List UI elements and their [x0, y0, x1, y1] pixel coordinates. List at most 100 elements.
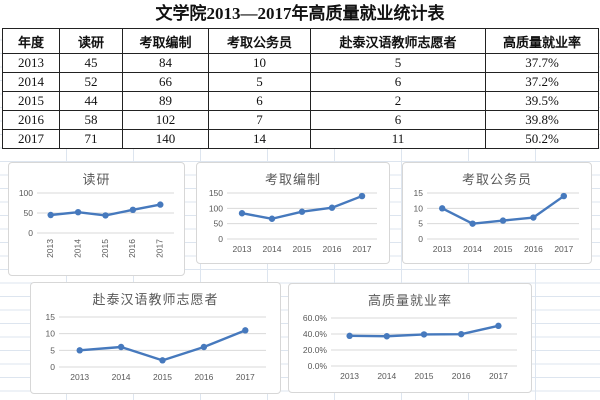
table-cell[interactable]: 44	[59, 91, 123, 111]
chart-canvas: 0 5 10 15 2013 2014 2015 2016 2017	[414, 188, 579, 254]
svg-text:10: 10	[414, 203, 424, 213]
svg-text:150: 150	[209, 188, 223, 198]
svg-text:0: 0	[218, 234, 223, 244]
header-cell[interactable]: 读研	[59, 28, 123, 54]
svg-text:0.0%: 0.0%	[308, 361, 328, 371]
header-cell[interactable]: 年度	[2, 28, 60, 54]
table-cell[interactable]: 10	[208, 53, 311, 73]
svg-text:10: 10	[46, 329, 56, 339]
svg-text:2014: 2014	[377, 371, 396, 381]
table-cell[interactable]: 11	[310, 129, 486, 149]
svg-text:2016: 2016	[323, 244, 342, 254]
table-row: 2014 52 66 5 6 37.2%	[2, 72, 599, 92]
table-cell[interactable]: 5	[208, 72, 311, 92]
svg-text:2017: 2017	[489, 371, 508, 381]
svg-text:2013: 2013	[233, 244, 252, 254]
chart-canvas: 0 50 100 150 2013 2014 2015 2016 2017	[209, 188, 377, 254]
svg-text:2017: 2017	[155, 239, 165, 258]
header-cell[interactable]: 赴泰汉语教师志愿者	[310, 28, 486, 54]
table-cell[interactable]: 140	[122, 129, 209, 149]
svg-text:50: 50	[24, 208, 34, 218]
table-cell[interactable]: 2013	[2, 53, 60, 73]
table-row: 2013 45 84 10 5 37.7%	[2, 53, 599, 73]
table-cell[interactable]: 14	[208, 129, 311, 149]
table-row: 2017 71 140 14 11 50.2%	[2, 129, 599, 149]
svg-text:2017: 2017	[353, 244, 372, 254]
chart-title: 读研	[82, 172, 111, 187]
svg-text:100: 100	[209, 203, 223, 213]
svg-text:2014: 2014	[72, 239, 82, 258]
table-body: 2013 45 84 10 5 37.7% 2014 52 66 5 6 37.2% 2015 44 89 6…	[2, 53, 599, 149]
svg-text:2016: 2016	[194, 372, 213, 382]
table-cell[interactable]: 2016	[2, 110, 60, 130]
svg-text:2017: 2017	[554, 244, 573, 254]
table-cell[interactable]: 37.2%	[485, 72, 599, 92]
svg-text:2015: 2015	[293, 244, 312, 254]
header-cell[interactable]: 高质量就业率	[485, 28, 599, 54]
table-cell[interactable]: 66	[122, 72, 209, 92]
svg-text:20.0%: 20.0%	[303, 345, 328, 355]
table-cell[interactable]: 39.8%	[485, 110, 599, 130]
chart-canvas: 0 5 10 15 2013 2014 2015 2016 2017	[46, 312, 266, 382]
chart-title: 赴泰汉语教师志愿者	[92, 292, 219, 307]
table-cell[interactable]: 58	[59, 110, 123, 130]
chart-title: 考取编制	[264, 172, 321, 187]
header-cell[interactable]: 考取编制	[122, 28, 209, 54]
table-cell[interactable]: 6	[208, 91, 311, 111]
chart-title: 高质量就业率	[367, 293, 452, 308]
svg-text:2014: 2014	[263, 244, 282, 254]
header-cell[interactable]: 考取公务员	[208, 28, 311, 54]
svg-text:50: 50	[214, 219, 224, 229]
table-cell[interactable]: 39.5%	[485, 91, 599, 111]
svg-text:2013: 2013	[340, 371, 359, 381]
chart-graduate-study[interactable]: 读研 0 50 100 2013 2014 2015 2016 2017	[8, 162, 185, 276]
chart-thai-volunteer[interactable]: 赴泰汉语教师志愿者 0 5 10 15 2013 2014 2015 2016 2017	[30, 282, 281, 394]
chart-employment-rate[interactable]: 高质量就业率 0.0% 20.0% 40.0% 60.0% 2013 2014 2015 20…	[288, 283, 532, 393]
svg-text:15: 15	[414, 188, 424, 198]
svg-text:2014: 2014	[463, 244, 482, 254]
table-cell[interactable]: 7	[208, 110, 311, 130]
svg-text:2014: 2014	[112, 372, 131, 382]
table-cell[interactable]: 89	[122, 91, 209, 111]
table-cell[interactable]: 2017	[2, 129, 60, 149]
svg-text:2016: 2016	[452, 371, 471, 381]
svg-text:15: 15	[46, 312, 56, 322]
chart-establishment-exam[interactable]: 考取编制 0 50 100 150 2013 2014 2015 2016 2017	[196, 162, 390, 264]
svg-text:0: 0	[28, 228, 33, 238]
table-row: 2015 44 89 6 2 39.5%	[2, 91, 599, 111]
chart-title: 考取公务员	[461, 172, 532, 187]
table-cell[interactable]: 6	[310, 72, 486, 92]
table-cell[interactable]: 2014	[2, 72, 60, 92]
table-cell[interactable]: 2015	[2, 91, 60, 111]
table-cell[interactable]: 6	[310, 110, 486, 130]
svg-text:2016: 2016	[524, 244, 543, 254]
chart-civil-servant[interactable]: 考取公务员 0 5 10 15 2013 2014 2015 2016 2017	[402, 162, 592, 264]
table-cell[interactable]: 2	[310, 91, 486, 111]
svg-text:2016: 2016	[127, 239, 137, 258]
table-cell[interactable]: 5	[310, 53, 486, 73]
table-cell[interactable]: 84	[122, 53, 209, 73]
svg-text:5: 5	[418, 219, 423, 229]
svg-text:2017: 2017	[236, 372, 255, 382]
table-row: 2016 58 102 7 6 39.8%	[2, 110, 599, 130]
table-cell[interactable]: 102	[122, 110, 209, 130]
table-cell[interactable]: 50.2%	[485, 129, 599, 149]
svg-text:2015: 2015	[494, 244, 513, 254]
page-title: 文学院2013—2017年高质量就业统计表	[0, 0, 600, 28]
stats-table: 年度 读研 考取编制 考取公务员 赴泰汉语教师志愿者 高质量就业率 2013 45 84 10 5…	[2, 28, 599, 149]
svg-text:2015: 2015	[153, 372, 172, 382]
svg-text:0: 0	[50, 362, 55, 372]
svg-text:100: 100	[19, 188, 33, 198]
table-cell[interactable]: 52	[59, 72, 123, 92]
chart-canvas: 0 50 100 2013 2014 2015 2016 2017	[19, 188, 174, 258]
table-cell[interactable]: 37.7%	[485, 53, 599, 73]
svg-text:2013: 2013	[433, 244, 452, 254]
svg-text:40.0%: 40.0%	[303, 329, 328, 339]
table-header-row: 年度 读研 考取编制 考取公务员 赴泰汉语教师志愿者 高质量就业率	[2, 28, 599, 54]
table-cell[interactable]: 71	[59, 129, 123, 149]
table-cell[interactable]: 45	[59, 53, 123, 73]
svg-text:2013: 2013	[45, 239, 55, 258]
svg-text:2015: 2015	[100, 239, 110, 258]
svg-text:5: 5	[50, 345, 55, 355]
